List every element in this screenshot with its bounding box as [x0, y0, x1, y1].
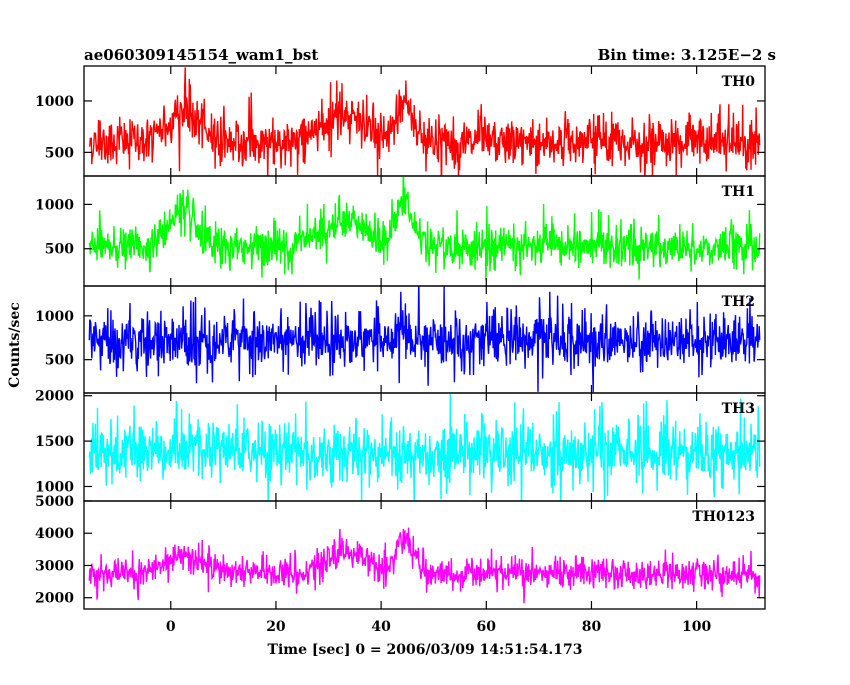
- panel-label-th3: TH3: [722, 401, 755, 417]
- panels-group: 500 1000 TH0 500 1000 TH1 500 1000 TH2 1000 1500 20…: [35, 65, 766, 610]
- panel-th0123: 2000 3000 4000 5000 TH0123: [35, 494, 766, 610]
- y-tick-label: 2000: [35, 389, 74, 405]
- y-tick-label: 1500: [35, 434, 74, 450]
- y-tick-label: 1000: [35, 479, 74, 495]
- series-line-th0: [88, 67, 761, 176]
- y-tick-label: 1000: [35, 94, 74, 110]
- y-tick-label: 4000: [35, 526, 74, 542]
- y-tick-label: 2000: [35, 591, 74, 607]
- panel-label-th0: TH0: [722, 74, 756, 90]
- x-tick-label: 100: [682, 619, 711, 635]
- y-tick-label: 500: [45, 242, 74, 258]
- x-tick-label: 20: [266, 619, 286, 635]
- series-line-th0123: [88, 527, 761, 604]
- panel-frame: [83, 65, 766, 177]
- panel-th3: 1000 1500 2000 TH3: [35, 389, 766, 502]
- panel-frame: [83, 500, 766, 610]
- series-line-th2: [88, 286, 761, 393]
- y-axis-label: Counts/sec: [7, 302, 23, 388]
- panel-label-th1: TH1: [722, 184, 755, 200]
- chart-title-right: Bin time: 3.125E−2 s: [598, 46, 776, 64]
- x-tick-label: 40: [371, 619, 391, 635]
- y-tick-label: 1000: [35, 197, 74, 213]
- x-tick-label: 60: [477, 619, 497, 635]
- y-tick-label: 3000: [35, 558, 74, 574]
- panel-label-th2: TH2: [722, 294, 755, 310]
- y-tick-label: 5000: [35, 494, 74, 510]
- panel-th1: 500 1000 TH1: [35, 175, 766, 287]
- chart-title-left: ae060309145154_wam1_bst: [84, 46, 318, 64]
- y-tick-label: 1000: [35, 309, 74, 325]
- panel-label-th0123: TH0123: [692, 509, 755, 525]
- series-line-th3: [88, 393, 761, 501]
- x-tick-label: 0: [166, 619, 176, 635]
- x-axis: 0 20 40 60 80 100: [166, 619, 712, 635]
- panel-th2: 500 1000 TH2: [35, 285, 766, 394]
- series-line-th1: [88, 176, 761, 281]
- y-tick-label: 500: [45, 353, 74, 369]
- y-tick-label: 500: [45, 145, 74, 161]
- x-axis-label: Time [sec] 0 = 2006/03/09 14:51:54.173: [268, 642, 583, 658]
- x-tick-label: 80: [582, 619, 602, 635]
- panel-frame: [83, 175, 766, 287]
